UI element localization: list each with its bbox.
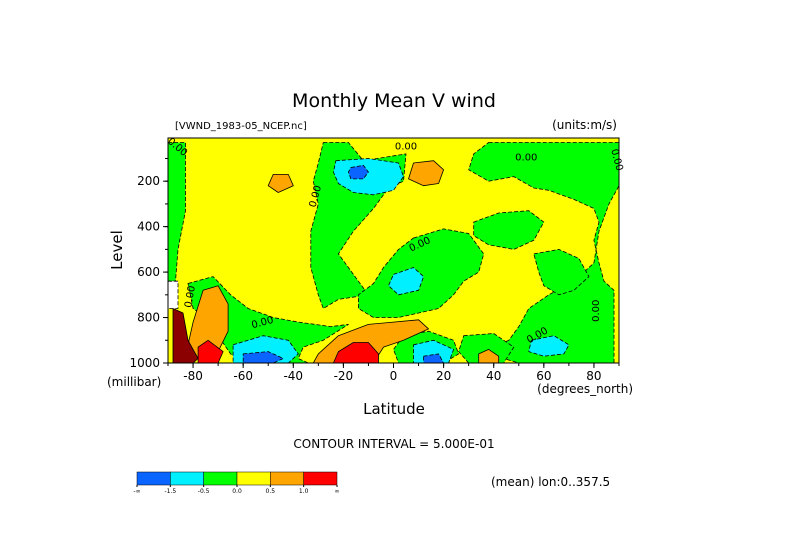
contour-region-north-sfc-pos (478, 348, 500, 363)
y-axis-unit: (millibar) (107, 375, 161, 389)
plot-area (168, 138, 619, 363)
x-tick-label: 0 (390, 369, 398, 383)
contour-region-tropical-sfc-core-pos (332, 342, 379, 363)
y-tick-label: 600 (137, 265, 160, 279)
contour-region-north-high (473, 210, 545, 250)
x-tick-label: 20 (436, 369, 451, 383)
contour-region-north-upper (468, 142, 619, 363)
y-tick-label: 400 (137, 220, 160, 234)
x-axis-ticks: -80 -60 -40 -20 0 20 40 60 80 (167, 363, 620, 383)
contour-region-upper-left-blob (267, 173, 294, 193)
x-tick-label: -40 (283, 369, 303, 383)
x-tick-label: -20 (334, 369, 354, 383)
units-label: (units:m/s) (552, 118, 617, 132)
contour-regions (168, 142, 619, 363)
y-axis-title: Level (108, 230, 126, 270)
y-tick-label: 800 (137, 311, 160, 325)
file-label: [VWND_1983-05_NCEP.nc] (175, 121, 307, 132)
contour-region-missing-top-left (168, 280, 179, 309)
x-tick-label: 40 (486, 369, 501, 383)
colorbar-swatch (170, 471, 204, 486)
contour-region-southern-mid-core (197, 339, 224, 363)
colorbar-label: -1.5 (164, 488, 176, 495)
chart-title: Monthly Mean V wind (292, 90, 496, 112)
colorbar-swatch (203, 471, 238, 486)
x-tick-label: -80 (183, 369, 203, 383)
x-tick-label: 60 (536, 369, 551, 383)
x-tick-label: -60 (233, 369, 253, 383)
colorbar-swatch (136, 471, 171, 486)
contour-region-lower-right (458, 333, 515, 363)
colorbar-label: 0.0 (232, 488, 242, 495)
contour-region-north-mid (357, 228, 485, 318)
contour-region-upper-trop-core (347, 164, 369, 180)
colorbar-label: 0.5 (266, 488, 276, 495)
x-axis-unit: (degrees_north) (537, 382, 633, 396)
contour-region-north-sfc (528, 335, 570, 357)
colorbar-swatch (270, 471, 304, 486)
mean-label: (mean) lon:0..357.5 (491, 475, 610, 489)
contour-region-left-edge (168, 142, 186, 282)
y-tick-label: 1000 (129, 356, 160, 370)
colorbar: -∞ -1.5 -0.5 0.0 0.5 1.0 ∞ (133, 471, 340, 495)
colorbar-label: -0.5 (198, 488, 210, 495)
contour-region-deep-right (533, 248, 590, 296)
contour-interval-label: CONTOUR INTERVAL = 5.000E-01 (293, 437, 494, 451)
colorbar-label: ∞ (335, 488, 340, 495)
contour-region-tropical-sfc-core (423, 353, 445, 363)
colorbar-label: -∞ (133, 488, 140, 495)
contour-label: 0.00 (395, 141, 417, 152)
x-axis-title: Latitude (363, 400, 425, 418)
contour-region-south-sfc-core (242, 351, 284, 363)
colorbar-swatch (236, 471, 271, 486)
contour-region-north-blob (388, 267, 425, 296)
contour-label: 0.00 (515, 153, 537, 164)
y-tick-label: 200 (137, 174, 160, 188)
colorbar-swatch (303, 471, 338, 486)
contour-label: 0.00 (591, 300, 602, 322)
colorbar-label: 1.0 (299, 488, 309, 495)
x-tick-label: 80 (586, 369, 601, 383)
y-axis-ticks: 200 400 600 800 1000 (129, 157, 168, 370)
contour-region-upper-right-blob (408, 160, 445, 187)
contour-label: 0.00 (183, 285, 198, 309)
